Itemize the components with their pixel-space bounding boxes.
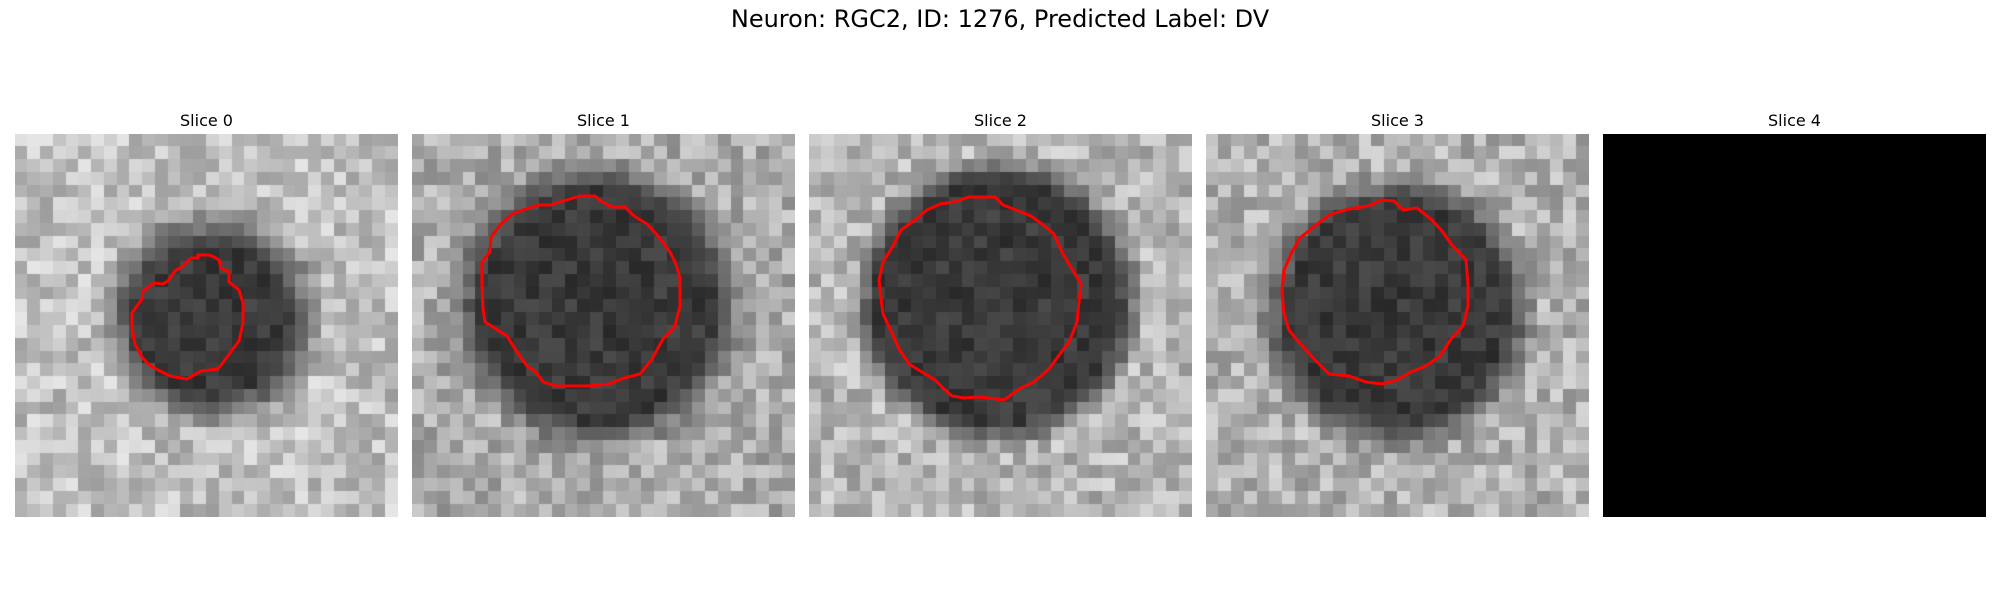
slice-image xyxy=(1206,134,1589,517)
slice-pixels xyxy=(412,134,795,517)
slice-panel-4: Slice 4 xyxy=(1603,108,1986,517)
slice-pixels xyxy=(1603,134,1986,517)
slice-image xyxy=(412,134,795,517)
slice-panel-2: Slice 2 xyxy=(809,108,1192,517)
slice-title: Slice 4 xyxy=(1768,111,1821,130)
cell-contour xyxy=(130,253,245,381)
slice-title: Slice 1 xyxy=(577,111,630,130)
slice-pixels xyxy=(15,134,398,517)
slice-image xyxy=(1603,134,1986,517)
figure-title: Neuron: RGC2, ID: 1276, Predicted Label:… xyxy=(730,5,1270,33)
cell-contour xyxy=(877,195,1083,402)
slice-image xyxy=(809,134,1192,517)
slice-pixels xyxy=(809,134,1192,517)
slice-title: Slice 0 xyxy=(180,111,233,130)
slice-panel-0: Slice 0 xyxy=(15,108,398,517)
slice-panel-1: Slice 1 xyxy=(412,108,795,517)
slice-panel-3: Slice 3 xyxy=(1206,108,1589,517)
slice-pixels xyxy=(1206,134,1589,517)
cell-contour xyxy=(480,194,682,388)
cell-contour xyxy=(1280,198,1470,386)
slice-image xyxy=(15,134,398,517)
slice-title: Slice 2 xyxy=(974,111,1027,130)
slice-title: Slice 3 xyxy=(1371,111,1424,130)
